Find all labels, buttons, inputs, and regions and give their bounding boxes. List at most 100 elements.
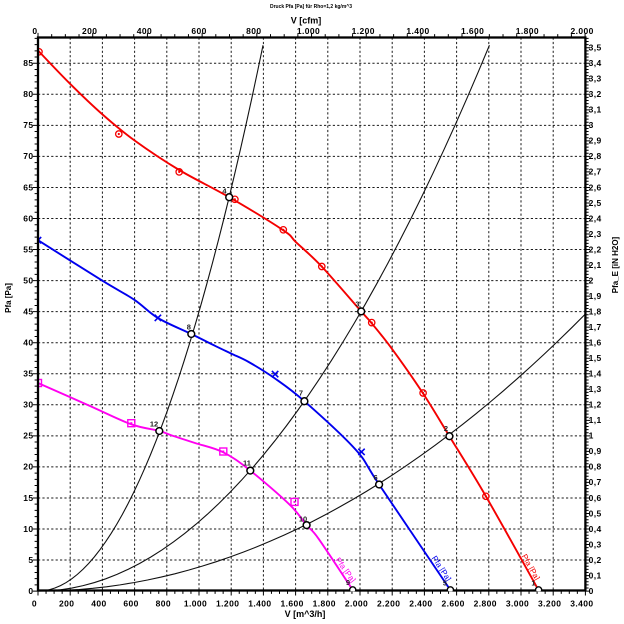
svg-text:1.000: 1.000 bbox=[297, 26, 320, 36]
svg-text:2,2: 2,2 bbox=[589, 244, 602, 254]
svg-text:5: 5 bbox=[28, 555, 33, 565]
svg-text:2,4: 2,4 bbox=[589, 213, 602, 223]
svg-text:10: 10 bbox=[299, 515, 307, 524]
svg-text:0: 0 bbox=[589, 586, 594, 596]
svg-text:0,1: 0,1 bbox=[589, 570, 602, 580]
svg-text:80: 80 bbox=[23, 89, 33, 99]
svg-text:0: 0 bbox=[28, 586, 33, 596]
svg-text:65: 65 bbox=[23, 182, 33, 192]
svg-text:Pfa [Pa]: Pfa [Pa] bbox=[4, 283, 13, 313]
svg-text:30: 30 bbox=[23, 400, 33, 410]
svg-text:3,1: 3,1 bbox=[589, 105, 602, 115]
svg-text:1.000: 1.000 bbox=[184, 599, 207, 609]
svg-text:400: 400 bbox=[91, 599, 106, 609]
svg-text:0,5: 0,5 bbox=[589, 508, 602, 518]
svg-text:3: 3 bbox=[355, 300, 359, 309]
svg-text:60: 60 bbox=[23, 213, 33, 223]
svg-text:35: 35 bbox=[23, 369, 33, 379]
svg-text:Druck Pfa [Pa] für Rho=1,2 kg/: Druck Pfa [Pa] für Rho=1,2 kg/m^3 bbox=[270, 4, 352, 10]
svg-text:1.200: 1.200 bbox=[216, 599, 239, 609]
svg-text:2.000: 2.000 bbox=[570, 26, 593, 36]
svg-text:2.000: 2.000 bbox=[345, 599, 368, 609]
svg-text:55: 55 bbox=[23, 244, 33, 254]
svg-text:0,3: 0,3 bbox=[589, 539, 602, 549]
svg-text:800: 800 bbox=[156, 599, 171, 609]
svg-text:400: 400 bbox=[137, 26, 152, 36]
svg-text:0,6: 0,6 bbox=[589, 493, 602, 503]
svg-text:2: 2 bbox=[589, 275, 594, 285]
svg-text:600: 600 bbox=[191, 26, 206, 36]
svg-text:0: 0 bbox=[32, 26, 37, 36]
svg-text:3,3: 3,3 bbox=[589, 74, 602, 84]
svg-text:1.600: 1.600 bbox=[461, 26, 484, 36]
svg-text:3.400: 3.400 bbox=[570, 599, 593, 609]
svg-text:3,2: 3,2 bbox=[589, 89, 602, 99]
svg-text:15: 15 bbox=[23, 493, 33, 503]
svg-text:2,3: 2,3 bbox=[589, 229, 602, 239]
svg-text:1: 1 bbox=[589, 431, 594, 441]
svg-text:600: 600 bbox=[123, 599, 138, 609]
svg-text:7: 7 bbox=[299, 389, 303, 398]
svg-text:2.400: 2.400 bbox=[409, 599, 432, 609]
svg-text:2.200: 2.200 bbox=[377, 599, 400, 609]
svg-text:1,5: 1,5 bbox=[589, 353, 602, 363]
svg-text:9: 9 bbox=[346, 578, 350, 587]
svg-text:0: 0 bbox=[32, 599, 37, 609]
svg-text:1: 1 bbox=[531, 579, 535, 588]
svg-text:10: 10 bbox=[23, 524, 33, 534]
svg-text:0,4: 0,4 bbox=[589, 524, 602, 534]
svg-text:1.800: 1.800 bbox=[313, 599, 336, 609]
svg-text:3.200: 3.200 bbox=[538, 599, 561, 609]
svg-text:0,8: 0,8 bbox=[589, 462, 602, 472]
svg-text:1.200: 1.200 bbox=[352, 26, 375, 36]
svg-text:75: 75 bbox=[23, 120, 33, 130]
svg-text:2.800: 2.800 bbox=[474, 599, 497, 609]
svg-text:1,4: 1,4 bbox=[589, 369, 602, 379]
svg-text:3.000: 3.000 bbox=[506, 599, 529, 609]
svg-text:12: 12 bbox=[150, 419, 158, 428]
svg-text:3,5: 3,5 bbox=[589, 43, 602, 53]
svg-text:2,9: 2,9 bbox=[589, 136, 602, 146]
svg-text:0,7: 0,7 bbox=[589, 477, 602, 487]
svg-text:V [m^3/h]: V [m^3/h] bbox=[285, 609, 326, 619]
svg-text:1,1: 1,1 bbox=[589, 415, 602, 425]
svg-text:1,9: 1,9 bbox=[589, 291, 602, 301]
svg-text:800: 800 bbox=[246, 26, 261, 36]
svg-text:2,7: 2,7 bbox=[589, 167, 602, 177]
svg-text:40: 40 bbox=[23, 338, 33, 348]
svg-text:3,4: 3,4 bbox=[589, 58, 602, 68]
svg-text:2,5: 2,5 bbox=[589, 198, 602, 208]
svg-text:50: 50 bbox=[23, 275, 33, 285]
svg-text:4: 4 bbox=[222, 187, 227, 196]
svg-text:2,6: 2,6 bbox=[589, 182, 602, 192]
svg-text:1,8: 1,8 bbox=[589, 306, 602, 316]
svg-text:20: 20 bbox=[23, 462, 33, 472]
svg-text:Pfa_E [iN H2O]: Pfa_E [iN H2O] bbox=[611, 236, 620, 293]
svg-text:V [cfm]: V [cfm] bbox=[291, 16, 322, 26]
svg-text:200: 200 bbox=[82, 26, 97, 36]
svg-text:70: 70 bbox=[23, 151, 33, 161]
svg-text:45: 45 bbox=[23, 306, 33, 316]
svg-text:0,2: 0,2 bbox=[589, 555, 602, 565]
svg-text:1,3: 1,3 bbox=[589, 384, 602, 394]
svg-text:1.600: 1.600 bbox=[280, 599, 303, 609]
svg-text:5: 5 bbox=[443, 579, 447, 588]
svg-text:1.400: 1.400 bbox=[406, 26, 429, 36]
svg-text:1,6: 1,6 bbox=[589, 338, 602, 348]
svg-text:11: 11 bbox=[243, 459, 251, 468]
svg-text:3: 3 bbox=[589, 120, 594, 130]
svg-text:2: 2 bbox=[444, 424, 448, 433]
svg-text:2,8: 2,8 bbox=[589, 151, 602, 161]
svg-text:25: 25 bbox=[23, 431, 33, 441]
svg-text:0,9: 0,9 bbox=[589, 446, 602, 456]
svg-text:1.400: 1.400 bbox=[248, 599, 271, 609]
svg-text:1.800: 1.800 bbox=[516, 26, 539, 36]
svg-text:2,1: 2,1 bbox=[589, 260, 602, 270]
svg-text:2.600: 2.600 bbox=[441, 599, 464, 609]
svg-text:1,7: 1,7 bbox=[589, 322, 602, 332]
svg-text:8: 8 bbox=[187, 323, 191, 332]
svg-text:1,2: 1,2 bbox=[589, 400, 602, 410]
svg-text:6: 6 bbox=[374, 473, 378, 482]
svg-text:200: 200 bbox=[59, 599, 74, 609]
svg-text:85: 85 bbox=[23, 58, 33, 68]
